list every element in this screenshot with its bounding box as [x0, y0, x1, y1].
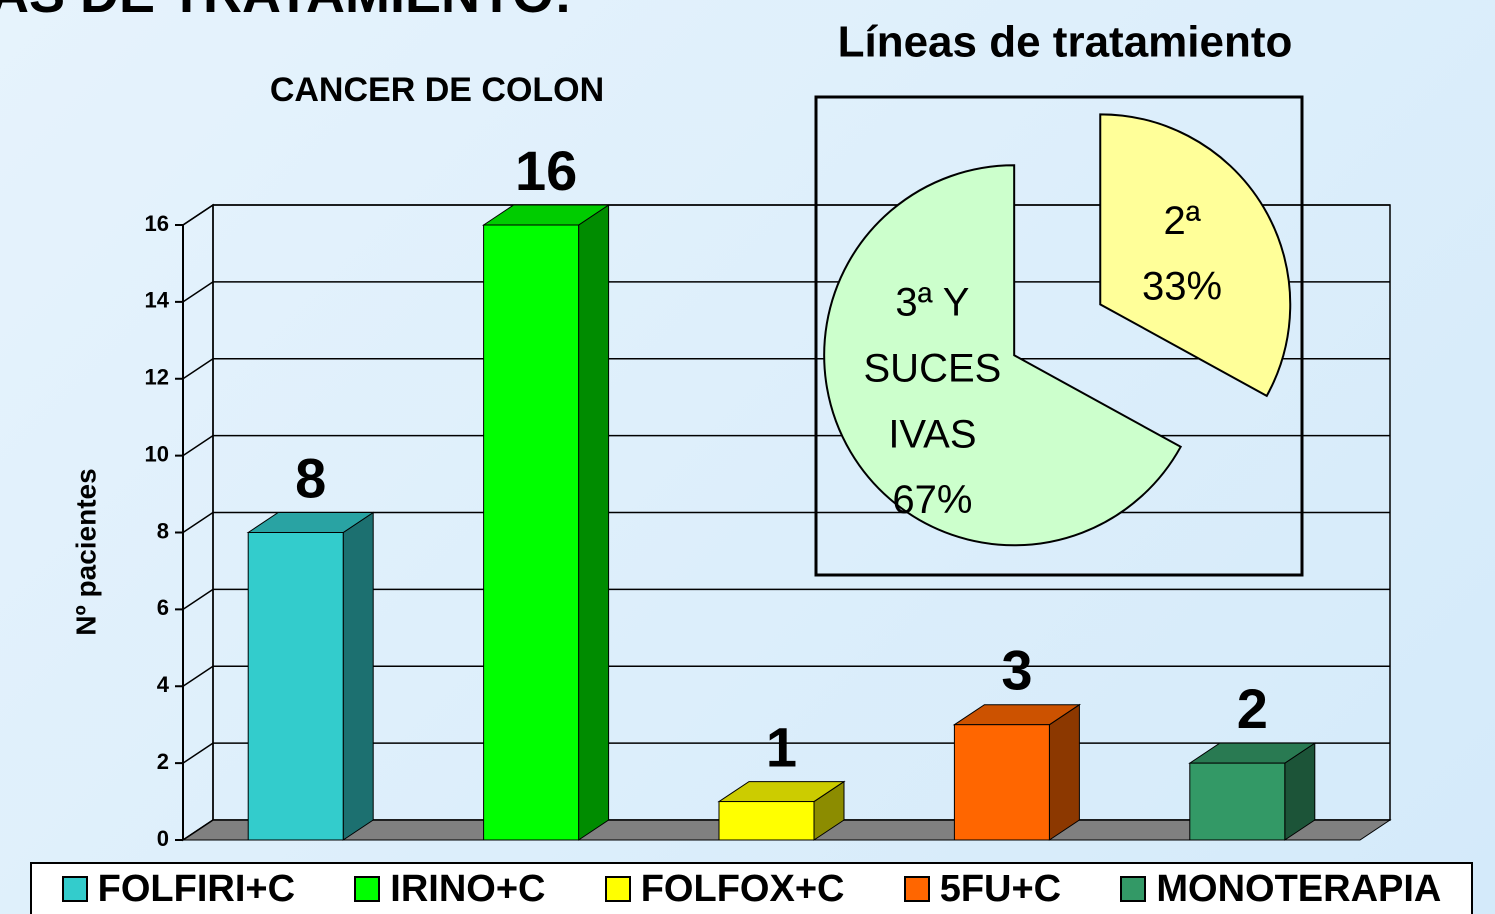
legend-swatch: [604, 876, 631, 902]
legend-label: MONOTERAPIA: [1156, 867, 1442, 910]
data-label: 2: [1237, 677, 1268, 740]
legend-item: FOLFOX+C: [604, 867, 845, 911]
bar: [481, 204, 611, 841]
legend-item: MONOTERAPIA: [1120, 868, 1441, 911]
y-axis-label: Nº pacientes: [70, 468, 101, 635]
bar-side: [342, 511, 374, 841]
pie-value-label: 33%: [1142, 265, 1222, 309]
bar-front: [1189, 762, 1286, 841]
slide-title: AS DE TRATAMIENTO:: [0, 0, 572, 24]
legend-label: FOLFIRI+C: [97, 867, 296, 910]
legend-swatch: [903, 876, 930, 902]
y-tick-label: 16: [145, 211, 169, 236]
pie-label: 3ª Y SUCES IVAS: [864, 280, 1002, 456]
bar: [1188, 742, 1317, 841]
y-tick-label: 0: [157, 826, 169, 851]
legend-item: FOLFIRI+C: [61, 867, 296, 911]
legend-swatch: [1120, 876, 1147, 902]
data-label: 8: [295, 446, 326, 509]
chart: AS DE TRATAMIENTO: CANCER DE COLON Nº pa…: [0, 0, 1392, 851]
pie-title: Líneas de tratamiento: [838, 18, 1293, 67]
legend-item: 5FU+C: [903, 867, 1062, 911]
pie-label: 2ª: [1163, 199, 1200, 243]
grid-line: [182, 665, 1390, 687]
y-tick-label: 6: [157, 595, 169, 620]
legend-item: IRINO+C: [354, 868, 545, 911]
y-tick-label: 2: [157, 749, 169, 774]
bar: [952, 703, 1082, 841]
legend-label: FOLFOX+C: [640, 867, 845, 910]
bar-front: [718, 801, 815, 841]
y-tick-label: 14: [145, 288, 170, 313]
legend-label: 5FU+C: [939, 867, 1062, 910]
bar-side: [1048, 703, 1080, 841]
y-tick-label: 4: [157, 672, 170, 697]
bar-front: [953, 724, 1050, 841]
bar-front: [247, 532, 344, 841]
pie-frame: [814, 95, 1304, 577]
bar-title: CANCER DE COLON: [270, 71, 604, 109]
y-tick-label: 8: [157, 518, 169, 543]
y-tick-label: 10: [145, 441, 169, 466]
data-label: 1: [766, 715, 797, 778]
data-label: 3: [1001, 638, 1032, 701]
bar-side: [578, 204, 610, 841]
legend-swatch: [61, 876, 88, 902]
pie-value-label: 67%: [892, 478, 972, 522]
grid-line: [182, 434, 1390, 457]
pie-slice: [1099, 113, 1292, 398]
data-label: 16: [515, 139, 577, 202]
legend-swatch: [354, 876, 381, 902]
bar: [717, 780, 846, 841]
pie-slice: [823, 164, 1183, 547]
legend-label: IRINO+C: [390, 867, 546, 910]
grid-line: [182, 588, 1390, 610]
bar: [246, 511, 375, 841]
bar-front: [483, 224, 580, 841]
y-tick-label: 12: [145, 365, 169, 390]
legend: FOLFIRI+C IRINO+C FOLFOX+C 5FU+C MONOTERAPIA: [30, 862, 1473, 914]
